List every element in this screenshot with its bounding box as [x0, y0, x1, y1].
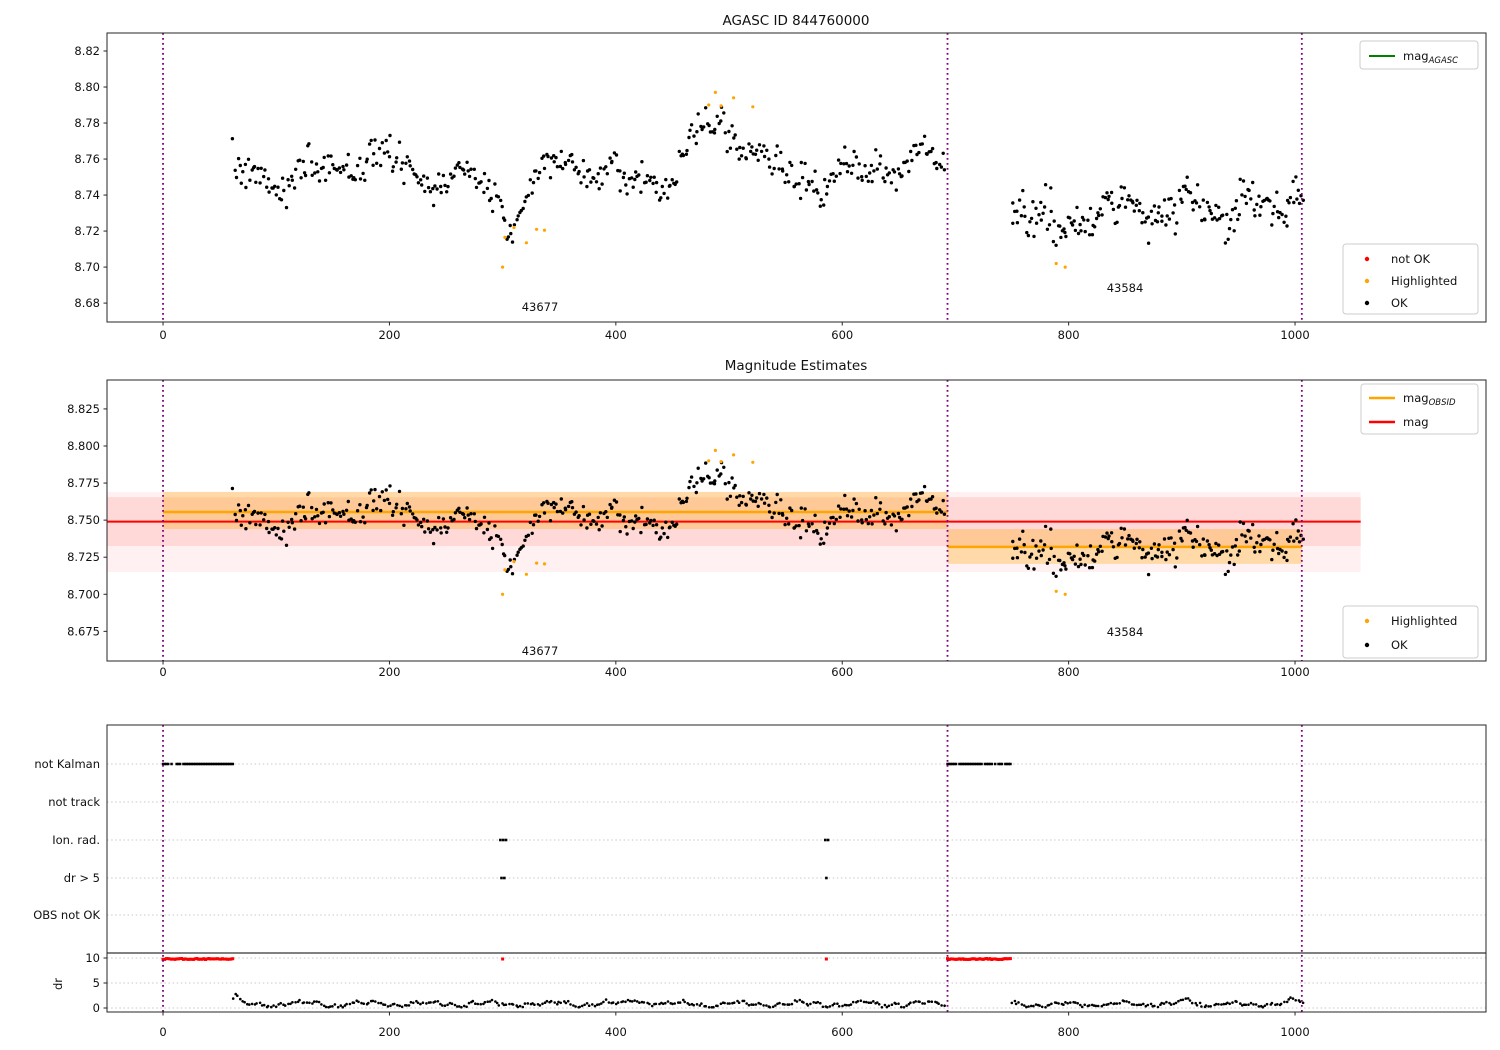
flag-row-labels: not Kalman not track Ion. rad. dr > 5 OBS no…: [33, 757, 107, 1015]
x-tick-label: 0: [159, 1025, 166, 1039]
y-tick-label: 8.80: [74, 80, 100, 94]
legend-not-ok-label: not OK: [1391, 252, 1431, 266]
not-ok-marker: [1364, 256, 1370, 262]
x-axis: 0 200 400 600 800 1000: [159, 661, 1310, 679]
flag-row-label: dr > 5: [64, 871, 100, 885]
obsid-label-43677-middle: 43677: [522, 644, 559, 658]
flag-row-label: not track: [48, 795, 100, 809]
flag-row-label: Ion. rad.: [52, 833, 100, 847]
ok-marker: [1364, 300, 1370, 306]
dr-scatter: [231, 992, 1305, 1009]
dr-tick-label: 5: [93, 976, 100, 990]
x-axis: 0 200 400 600 800 1000: [159, 322, 1310, 342]
x-tick-label: 400: [605, 665, 627, 679]
y-tick-label: 8.70: [74, 260, 100, 274]
obsid-label-43677-top: 43677: [522, 300, 559, 314]
flag-gridlines: [107, 763, 1486, 1009]
obsid-boundary-vlines: [162, 33, 1303, 322]
scatter-highlighted-top: [501, 90, 1067, 269]
scatter-highlighted-middle: [501, 448, 1067, 596]
x-tick-label: 1000: [1280, 328, 1309, 342]
x-tick-label: 800: [1058, 1025, 1080, 1039]
x-tick-label: 0: [159, 328, 166, 342]
legend-highlighted-label: Highlighted: [1391, 614, 1457, 628]
x-tick-label: 600: [831, 665, 853, 679]
x-tick-label: 200: [378, 328, 400, 342]
x-tick-label: 200: [378, 1025, 400, 1039]
y-tick-label: 8.68: [74, 296, 100, 310]
highlighted-marker: [1364, 278, 1370, 284]
y-tick-label: 8.750: [67, 513, 100, 527]
scatter-ok-middle: [230, 460, 1306, 578]
x-tick-label: 800: [1058, 665, 1080, 679]
render-layer: 0 200 400 600 800 10008.688.708.728.748.768.7…: [33, 32, 1487, 1039]
obsid-boundary-vlines: [162, 725, 1303, 1012]
y-tick-label: 8.76: [74, 152, 100, 166]
y-tick-label: 8.675: [67, 624, 100, 638]
dr-tick-label: 0: [93, 1001, 100, 1015]
middle-plot-title: Magnitude Estimates: [725, 358, 867, 374]
x-tick-label: 400: [605, 328, 627, 342]
legend-ok-label: OK: [1391, 296, 1408, 310]
x-tick-label: 1000: [1280, 1025, 1309, 1039]
x-tick-label: 0: [159, 665, 166, 679]
dr-axis-label: dr: [51, 978, 65, 990]
x-tick-label: 600: [831, 1025, 853, 1039]
y-tick-label: 8.72: [74, 224, 100, 238]
obsid-boundary-vlines: [162, 380, 1303, 661]
x-tick-label: 600: [831, 328, 853, 342]
obsid-label-43584-top: 43584: [1107, 281, 1144, 295]
y-tick-label: 8.82: [74, 44, 100, 58]
y-tick-label: 8.825: [67, 402, 100, 416]
legend-middle-status: Highlighted OK: [1342, 605, 1479, 659]
mag-bands: [107, 491, 1361, 573]
x-tick-label: 800: [1058, 328, 1080, 342]
y-tick-label: 8.725: [67, 550, 100, 564]
legend-mag-label: mag: [1403, 415, 1429, 429]
highlighted-marker: [1364, 618, 1370, 624]
legend-mag-obsid-label: magOBSID: [1403, 391, 1456, 408]
legend-top-status: not OK Highlighted OK: [1342, 243, 1479, 315]
obsid-label-43584-middle: 43584: [1107, 625, 1144, 639]
axes-frame: [106, 32, 1487, 323]
x-tick-label: 1000: [1280, 665, 1309, 679]
legend-mag-agasc: magAGASC: [1359, 40, 1479, 70]
y-tick-label: 8.800: [67, 439, 100, 453]
ok-marker: [1364, 642, 1370, 648]
x-tick-label: 400: [605, 1025, 627, 1039]
y-axis: 8.675 8.700 8.725 8.750 8.775 8.800 8.825: [67, 402, 107, 638]
dr-tick-label: 10: [85, 951, 100, 965]
y-tick-label: 8.775: [67, 476, 100, 490]
y-tick-label: 8.700: [67, 587, 100, 601]
scatter-ok-top: [230, 105, 1306, 247]
flag-runs: [161, 762, 1012, 766]
y-tick-label: 8.74: [74, 188, 100, 202]
x-tick-label: 200: [378, 665, 400, 679]
legend-highlighted-label: Highlighted: [1391, 274, 1457, 288]
dr-not-ok-runs: [161, 957, 1012, 961]
legend-mag-agasc-label: magAGASC: [1403, 49, 1458, 66]
flag-points: [499, 838, 830, 880]
axes-frame: [106, 724, 1487, 1013]
flag-row-label: not Kalman: [34, 757, 100, 771]
dr-not-ok-point: [501, 957, 505, 961]
top-plot-title: AGASC ID 844760000: [723, 13, 870, 29]
x-axis: 0 200 400 600 800 1000: [159, 1012, 1310, 1039]
flag-row-label: OBS not OK: [33, 908, 100, 922]
dr-not-ok-point: [824, 957, 828, 961]
legend-ok-label: OK: [1391, 638, 1408, 652]
legend-mag-lines: magOBSID mag: [1360, 383, 1479, 435]
y-tick-label: 8.78: [74, 116, 100, 130]
y-axis: 8.68 8.70 8.72 8.74 8.76 8.78 8.80 8.82: [74, 44, 107, 310]
